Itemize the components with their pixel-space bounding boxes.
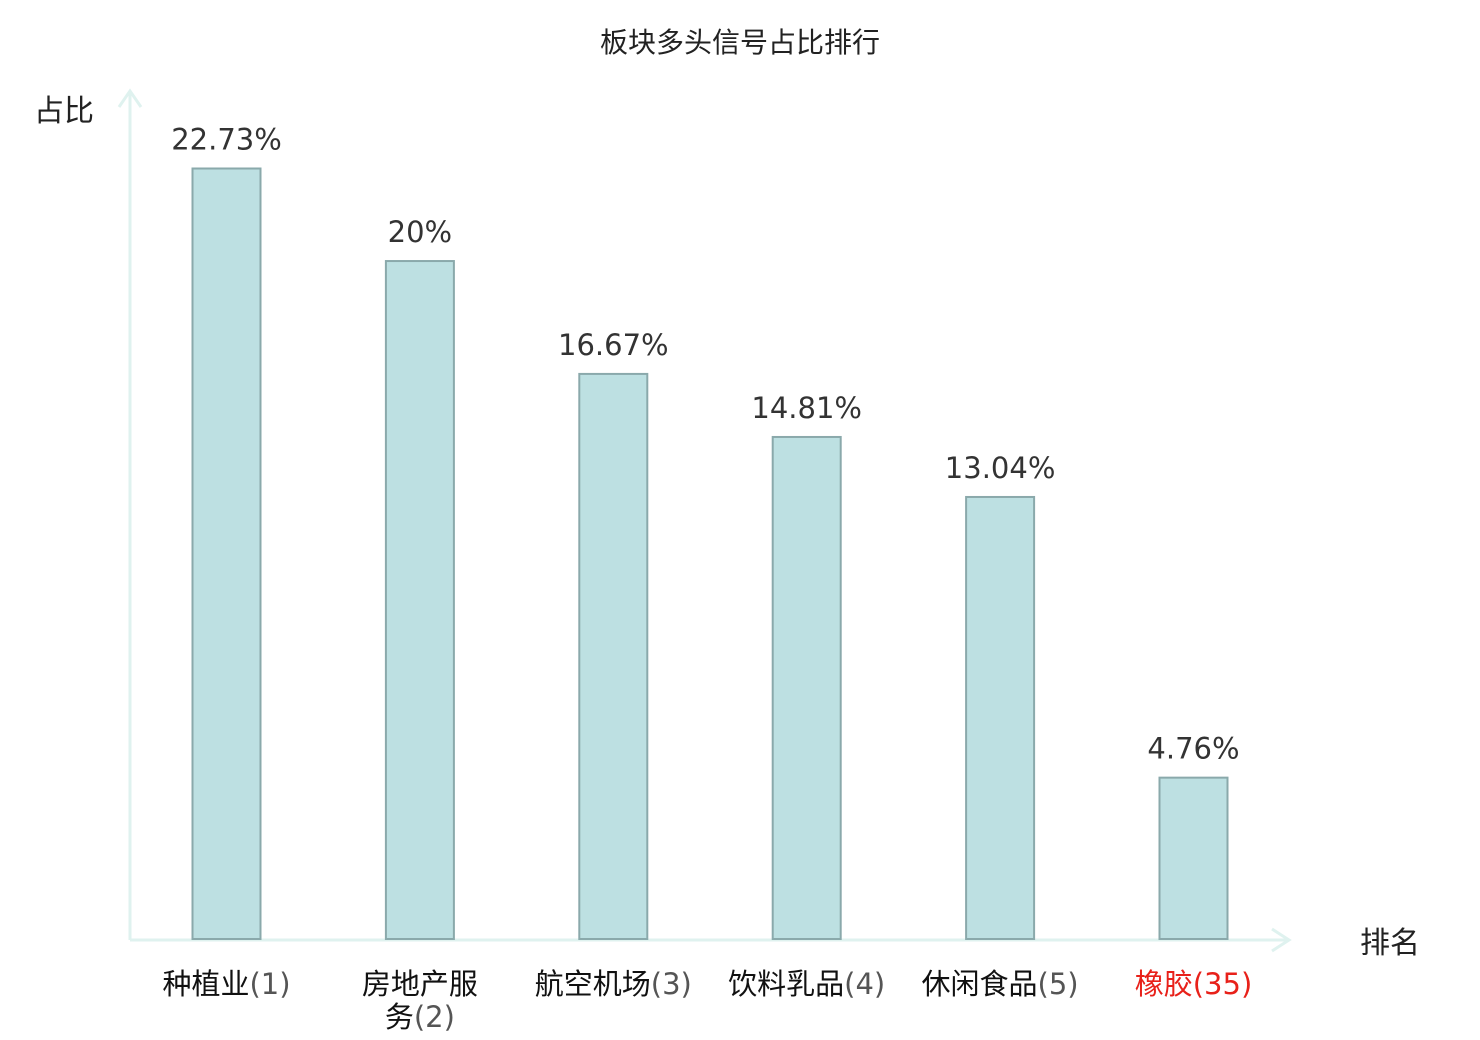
bar-6 xyxy=(1158,776,1229,940)
x-axis-label: 排名 xyxy=(1360,926,1420,961)
y-axis-label: 占比 xyxy=(34,94,94,129)
category-label-3-line-1: 航空机场(3) xyxy=(535,967,692,1001)
value-label-6: 4.76% xyxy=(1147,732,1239,766)
category-label-4-line-1: 饮料乳品(4) xyxy=(728,967,885,1001)
value-label-3: 16.67% xyxy=(558,328,669,362)
category-label-2-line-1: 房地产服 xyxy=(362,967,478,1001)
value-label-4: 14.81% xyxy=(751,391,862,425)
category-label-2-line-2: 务(2) xyxy=(385,1000,455,1034)
category-label-6-line-1: 橡胶(35) xyxy=(1135,967,1253,1001)
bar-3 xyxy=(578,372,649,941)
bar-4 xyxy=(771,435,842,940)
bars-group xyxy=(191,167,1229,941)
category-label-5-line-1: 休闲食品(5) xyxy=(922,967,1079,1001)
value-label-5: 13.04% xyxy=(945,451,1056,485)
value-label-2: 20% xyxy=(388,215,452,249)
bar-5 xyxy=(965,495,1036,940)
value-label-1: 22.73% xyxy=(171,123,282,157)
y-axis-arrow xyxy=(117,88,143,108)
x-axis-arrow xyxy=(1271,927,1292,953)
value-labels-group: 22.73% 20% 16.67% 14.81% 13.04% 4.76% xyxy=(171,123,1239,766)
bar-1 xyxy=(191,167,262,940)
chart-title: 板块多头信号占比排行 xyxy=(600,26,880,59)
category-label-1-line-1: 种植业(1) xyxy=(162,967,290,1001)
bar-2 xyxy=(384,260,455,940)
